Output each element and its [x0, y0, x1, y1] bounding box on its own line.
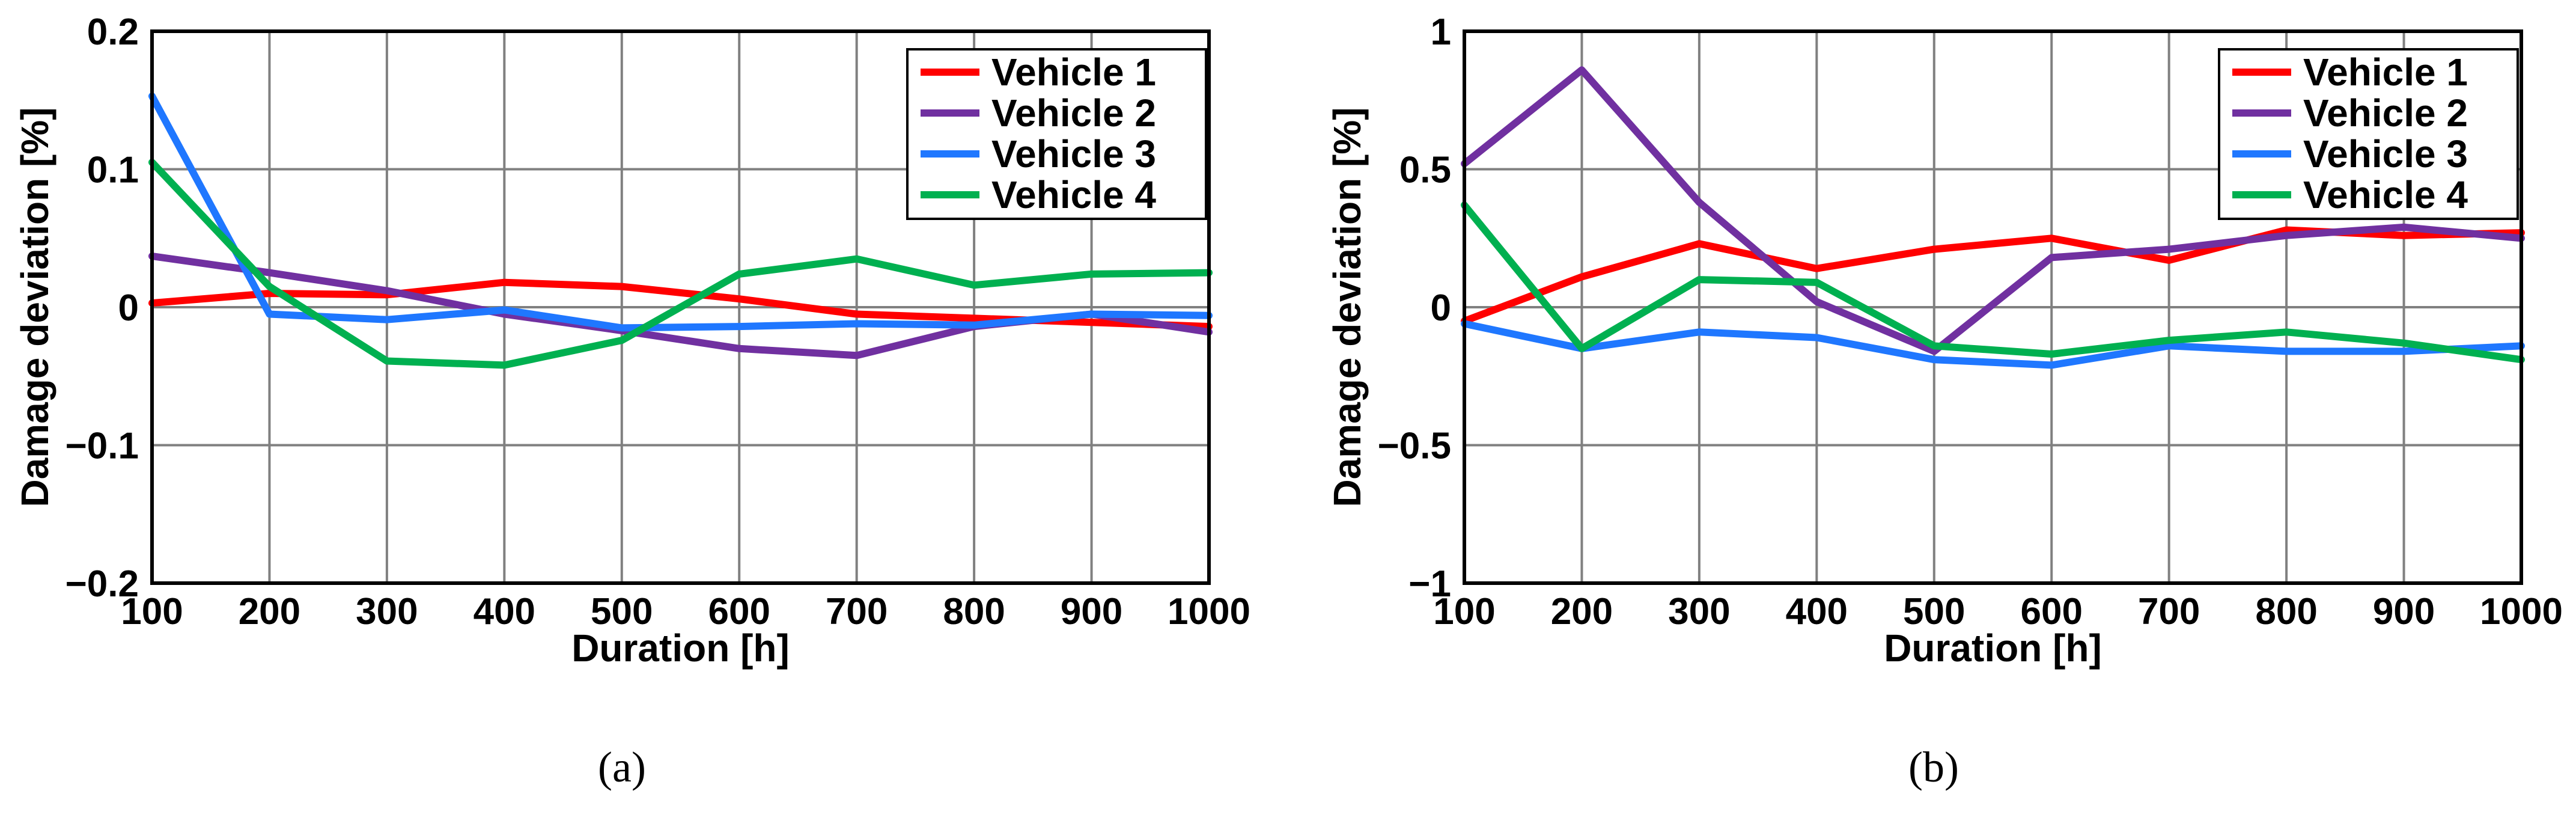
legend-label-vehicle-3: Vehicle 3 — [2303, 132, 2468, 176]
x-tick-label: 500 — [1903, 591, 1965, 632]
x-tick-label: 500 — [591, 591, 653, 632]
y-tick-label: 0.1 — [87, 150, 139, 191]
x-tick-label: 700 — [826, 591, 888, 632]
legend-box — [906, 48, 1207, 220]
legend-label-vehicle-2: Vehicle 2 — [991, 91, 1156, 135]
y-tick-label: 1 — [1431, 11, 1451, 53]
y-axis-label: Damage deviation [%] — [13, 107, 56, 507]
x-tick-label: 700 — [2138, 591, 2200, 632]
series-line-vehicle-4 — [148, 159, 1213, 369]
y-tick-label: 0 — [1431, 287, 1451, 329]
x-tick-label: 1000 — [1168, 591, 1250, 632]
x-tick-label: 600 — [708, 591, 770, 632]
series-line-vehicle-3 — [148, 92, 1213, 332]
x-tick-label: 300 — [1668, 591, 1730, 632]
x-tick-label: 100 — [121, 591, 183, 632]
x-tick-label: 900 — [2373, 591, 2435, 632]
series-line-vehicle-2 — [1461, 66, 2525, 355]
legend-label-vehicle-4: Vehicle 4 — [2303, 173, 2468, 216]
y-tick-label: −1 — [1408, 563, 1451, 605]
x-tick-label: 400 — [473, 591, 535, 632]
x-tick-label: 100 — [1433, 591, 1495, 632]
plot-frame — [1463, 29, 2523, 585]
x-axis-label: Duration [h] — [571, 626, 790, 670]
x-tick-label: 200 — [1551, 591, 1613, 632]
x-tick-label: 800 — [943, 591, 1005, 632]
x-tick-label: 200 — [239, 591, 300, 632]
x-tick-label: 900 — [1061, 591, 1122, 632]
y-tick-label: −0.1 — [65, 426, 139, 467]
x-tick-label: 400 — [1786, 591, 1848, 632]
panel-caption: (b) — [1908, 743, 1959, 791]
legend-label-vehicle-1: Vehicle 1 — [2303, 50, 2468, 94]
y-tick-label: −0.5 — [1378, 426, 1451, 467]
plot-frame — [150, 29, 1211, 585]
y-tick-label: 0.5 — [1399, 150, 1451, 191]
chart-panel-b: 100 200 300 400 500 600 700 800 900 1000 1 0.5 0 −0.5… — [1326, 11, 2563, 791]
y-tick-label: 0.2 — [87, 11, 139, 53]
chart-panel-a: 100 200 300 400 500 600 700 800 900 1000 0.2 0.1 0 −0… — [13, 11, 1250, 791]
x-tick-label: 1000 — [2480, 591, 2563, 632]
y-tick-label: 0 — [118, 287, 139, 329]
x-axis-label: Duration [h] — [1884, 626, 2102, 670]
legend-label-vehicle-4: Vehicle 4 — [991, 173, 1156, 216]
series-line-vehicle-4 — [1461, 201, 2525, 364]
y-tick-label: −0.2 — [65, 563, 139, 605]
series-line-vehicle-3 — [1461, 320, 2525, 369]
legend-label-vehicle-3: Vehicle 3 — [991, 132, 1156, 176]
x-tick-label: 800 — [2255, 591, 2317, 632]
legend-label-vehicle-2: Vehicle 2 — [2303, 91, 2468, 135]
x-tick-label: 300 — [356, 591, 418, 632]
y-axis-label: Damage deviation [%] — [1326, 107, 1369, 507]
legend-box — [2218, 48, 2519, 220]
panel-caption: (a) — [598, 743, 646, 791]
legend-label-vehicle-1: Vehicle 1 — [991, 50, 1156, 94]
x-tick-label: 600 — [2020, 591, 2082, 632]
